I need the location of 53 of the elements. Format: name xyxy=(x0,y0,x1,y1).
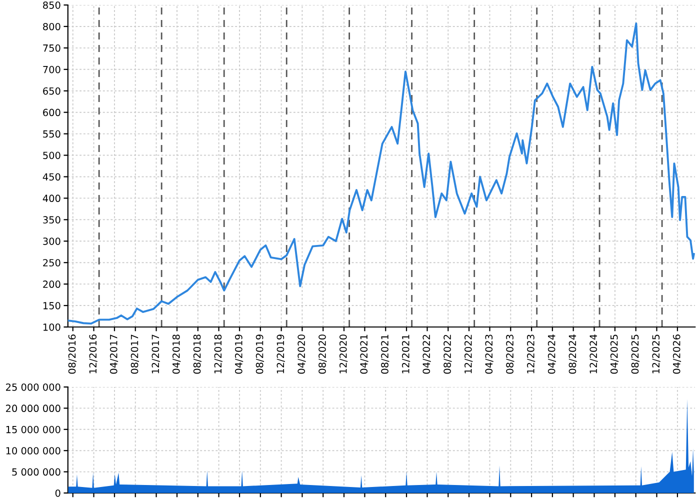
x-tick-label: 08/2016 xyxy=(68,334,76,374)
y-tick-label: 350 xyxy=(43,216,60,224)
x-tick-label: 12/2023 xyxy=(527,334,536,374)
x-tick-label: 12/2016 xyxy=(89,334,98,374)
x-tick-label: 04/2024 xyxy=(548,334,556,374)
y-tick-label: 0 xyxy=(55,489,60,497)
x-tick-label: 04/2022 xyxy=(422,334,431,374)
x-tick-label: 12/2024 xyxy=(590,334,598,374)
y-tick-label: 10 000 000 xyxy=(6,447,60,454)
x-tick-label: 08/2024 xyxy=(568,334,577,374)
x-tick-label: 12/2017 xyxy=(152,334,160,374)
x-tick-label: 08/2023 xyxy=(506,334,514,374)
y-tick-label: 500 xyxy=(43,152,60,160)
y-tick-label: 750 xyxy=(43,44,60,52)
x-tick-label: 12/2018 xyxy=(214,334,222,374)
x-tick-label: 12/2025 xyxy=(652,334,660,374)
line-series xyxy=(68,22,695,325)
y-tick-label: 450 xyxy=(42,173,60,181)
x-tick-label: 04/2021 xyxy=(360,334,368,374)
y-tick-label: 700 xyxy=(43,66,60,74)
y-tick-label: 850 xyxy=(43,1,60,9)
x-tick-label: 04/2026 xyxy=(672,334,682,374)
y-tick-label: 550 xyxy=(43,130,60,138)
y-tick-label: 100 xyxy=(43,323,60,331)
x-tick-label: 08/2021 xyxy=(381,334,390,374)
x-tick-label: 08/2020 xyxy=(318,334,327,374)
y-tick-label: 400 xyxy=(42,194,60,202)
y-tick-label: 25 000 000 xyxy=(6,383,60,391)
y-tick-label: 150 xyxy=(43,302,60,310)
x-tick-label: 12/2021 xyxy=(402,334,410,374)
x-tick-label: 04/2025 xyxy=(610,334,619,374)
x-tick-label: 08/2018 xyxy=(193,334,202,374)
x-tick-label: 04/2019 xyxy=(234,334,244,374)
x-tick-label: 04/2020 xyxy=(298,334,306,374)
x-tick-label: 12/2019 xyxy=(276,334,285,374)
y-tick-label: 800 xyxy=(43,22,60,30)
y-tick-label: 200 xyxy=(43,280,60,288)
x-tick-label: 12/2020 xyxy=(339,334,348,374)
x-tick-label: 08/2019 xyxy=(256,334,264,374)
y-tick-label: 15 000 000 xyxy=(6,426,60,434)
x-tick-label: 12/2022 xyxy=(464,334,473,374)
y-tick-label: 5 000 000 xyxy=(12,468,60,476)
y-tick-label: 650 xyxy=(43,87,60,95)
y-tick-label: 300 xyxy=(43,238,60,245)
y-tick-label: 250 xyxy=(43,259,60,266)
x-tick-label: 08/2022 xyxy=(444,334,452,374)
x-tick-label: 04/2018 xyxy=(172,334,181,374)
x-tick-label: 08/2017 xyxy=(130,334,139,374)
y-tick-label: 600 xyxy=(43,108,60,116)
x-tick-label: 04/2023 xyxy=(485,334,494,374)
x-tick-label: 08/2025 xyxy=(631,334,640,374)
x-tick-label: 04/2017 xyxy=(110,334,118,374)
y-tick-label: 20 000 000 xyxy=(6,404,60,412)
